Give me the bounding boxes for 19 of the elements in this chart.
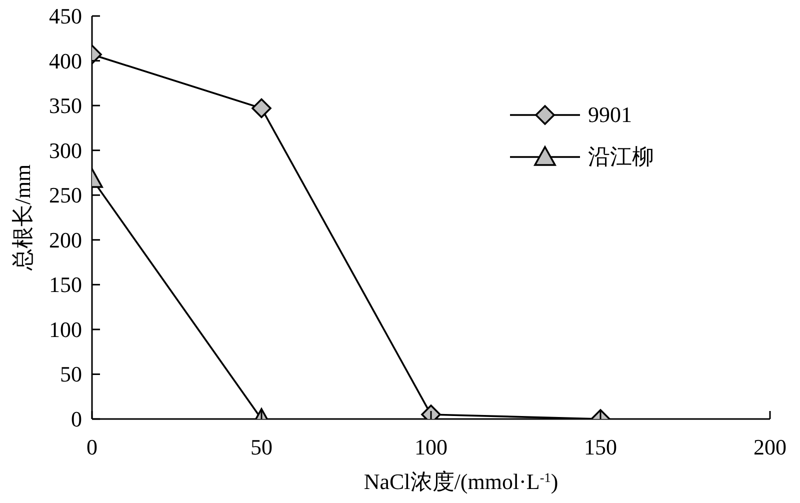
legend-label: 沿江柳: [588, 143, 654, 171]
y-tick-label: 250: [49, 182, 82, 208]
y-tick-label: 150: [49, 272, 82, 298]
y-tick-label: 450: [49, 4, 82, 28]
y-tick-label: 0: [71, 406, 82, 432]
legend-label: 9901: [588, 102, 632, 128]
y-tick-label: 100: [49, 316, 82, 342]
y-axis-title: 总根长/mm: [10, 164, 34, 272]
y-tick-label: 400: [49, 48, 82, 74]
x-tick-label: 100: [414, 434, 448, 460]
x-tick-label: 50: [250, 434, 272, 460]
x-tick-label: 200: [754, 434, 786, 460]
y-tick-label: 350: [49, 93, 82, 118]
y-tick-label: 200: [49, 227, 82, 252]
y-tick-label: 50: [60, 362, 82, 387]
x-tick-label: 150: [584, 434, 617, 460]
x-tick-label: 0: [86, 434, 98, 460]
x-axis-title: NaCl浓度/(mmol·L$^{-1}$): [364, 469, 558, 494]
y-tick-label: 300: [49, 138, 82, 163]
